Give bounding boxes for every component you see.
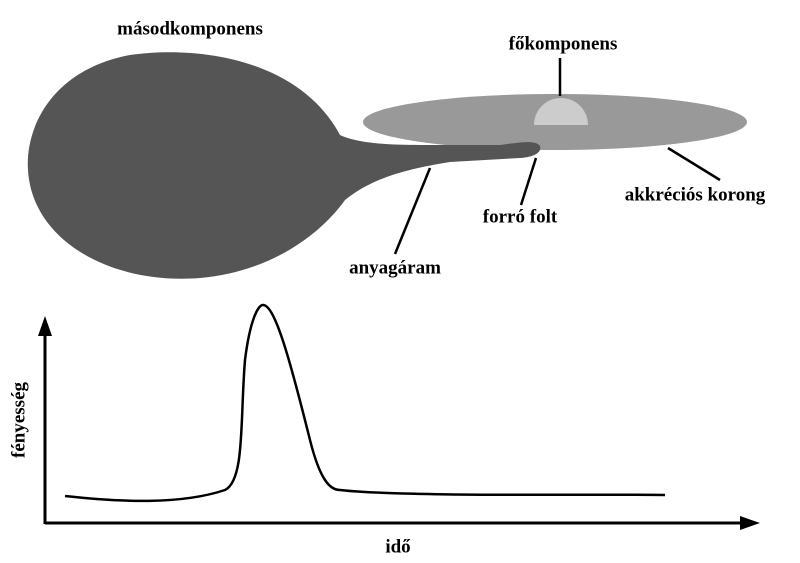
label-hot-spot: forró folt [483,206,558,227]
pointer-stream [393,167,432,255]
label-stream: anyagáram [349,257,441,278]
y-arrow [38,316,52,336]
x-arrow [740,516,760,530]
y-axis-label: fényesség [8,382,29,458]
pointer-hot-spot [519,157,538,206]
label-secondary: másodkomponens [117,18,263,39]
label-primary: főkomponens [509,33,618,54]
pointers [393,58,721,255]
pointer-disk [667,146,721,182]
primary-star [534,98,588,125]
x-axis-label: idő [385,536,410,557]
label-disk: akkréciós korong [625,184,766,205]
axes [38,316,760,530]
light-curve [64,303,666,503]
secondary-star [27,52,541,279]
